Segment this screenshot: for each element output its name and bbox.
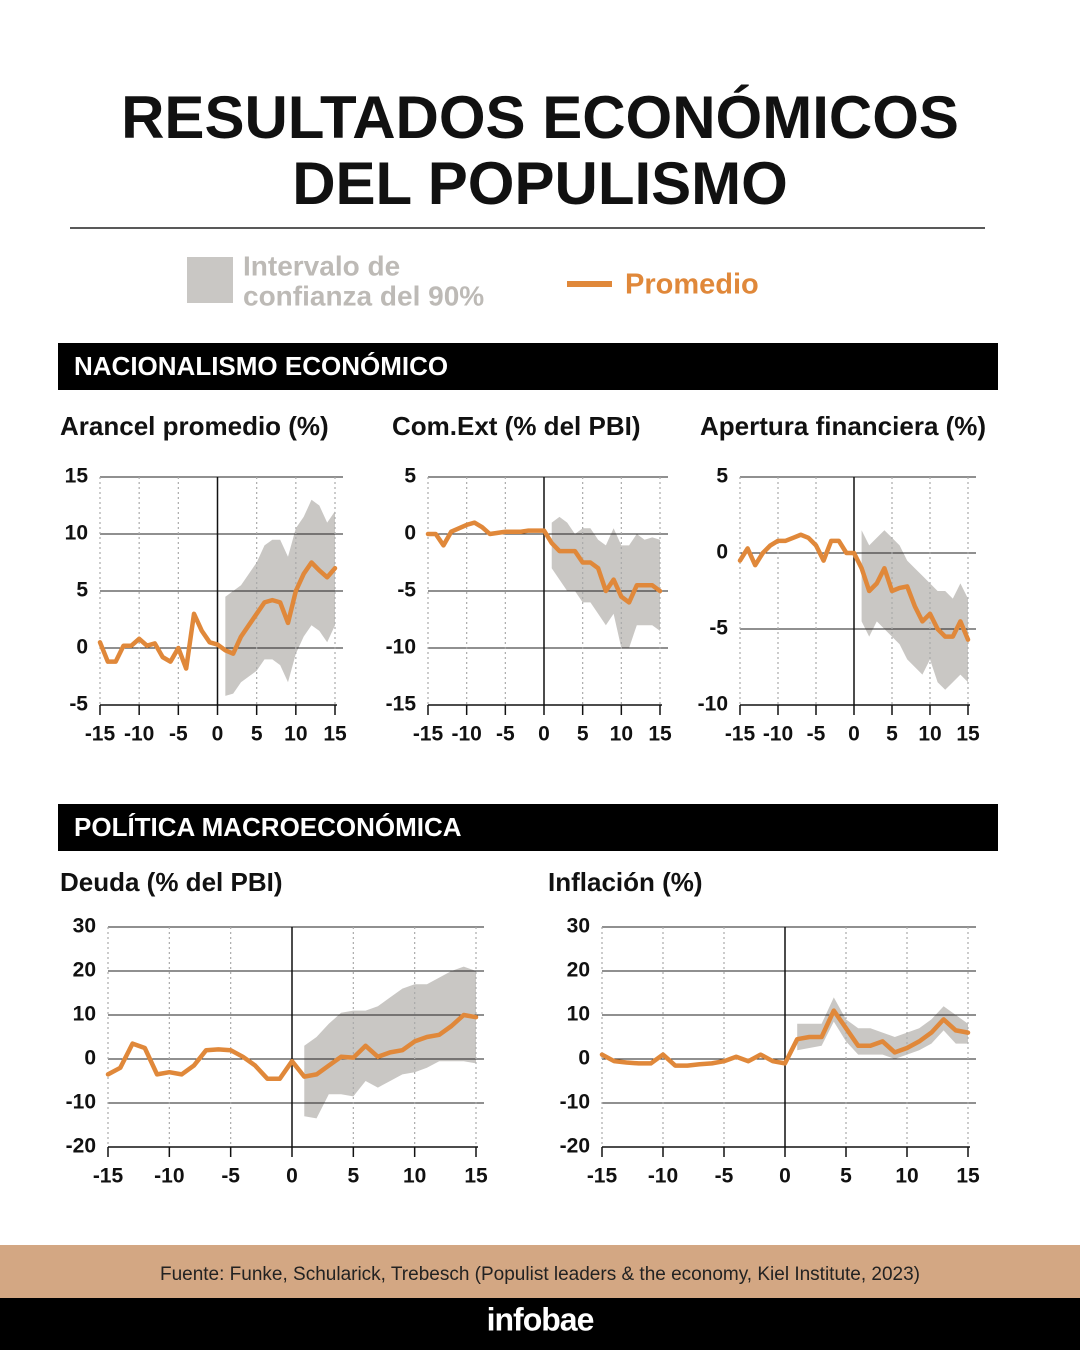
x-tick-label: -10 [648, 1165, 678, 1188]
mean-line [425, 520, 663, 605]
confidence-band [304, 966, 476, 1119]
y-tick-label: 0 [404, 522, 416, 545]
x-tick-label: 10 [918, 723, 941, 746]
y-tick-label: -5 [69, 693, 88, 716]
y-tick-label: 10 [65, 522, 88, 545]
x-tick-label: 5 [577, 723, 589, 746]
y-tick-label: 15 [65, 465, 89, 488]
chart-title: Com.Ext (% del PBI) [392, 411, 640, 441]
x-tick-label: 15 [464, 1165, 488, 1188]
y-tick-label: -10 [386, 636, 416, 659]
title-line: RESULTADOS ECONÓMICOS [121, 84, 959, 151]
y-tick-label: 0 [84, 1047, 96, 1070]
confidence-band [797, 997, 968, 1059]
x-tick-label: -5 [496, 723, 515, 746]
section-bar [58, 343, 998, 390]
footer-bar [0, 1245, 1080, 1298]
mean-line [599, 1008, 971, 1068]
legend-line-label: Promedio [625, 269, 759, 301]
x-tick-label: -5 [715, 1165, 734, 1188]
source: Fuente: Funke, Schularick, Trebesch (Pop… [160, 1264, 920, 1285]
chart-title: Arancel promedio (%) [60, 411, 329, 441]
x-tick-label: -5 [807, 723, 826, 746]
mean-line [737, 532, 971, 642]
x-tick-label: -15 [413, 723, 444, 746]
y-tick-label: 0 [716, 541, 728, 564]
x-tick-label: 15 [648, 723, 672, 746]
x-tick-label: 10 [284, 723, 307, 746]
x-tick-label: -5 [169, 723, 188, 746]
y-tick-label: -20 [560, 1135, 590, 1158]
x-tick-label: 5 [840, 1165, 852, 1188]
y-tick-label: 5 [716, 465, 728, 488]
brand: infobae [487, 1301, 594, 1337]
mean-line [97, 560, 338, 671]
x-tick-label: -15 [93, 1165, 124, 1188]
x-tick-label: 15 [323, 723, 347, 746]
y-tick-label: 20 [73, 959, 96, 982]
confidence-band [225, 499, 335, 696]
y-tick-label: -10 [66, 1091, 96, 1114]
y-tick-label: -5 [709, 617, 728, 640]
y-tick-label: 10 [73, 1003, 96, 1026]
y-tick-label: -10 [698, 693, 728, 716]
x-tick-label: 0 [779, 1165, 791, 1188]
legend-band-label: Intervalo de [243, 250, 400, 281]
section-bar [58, 804, 998, 851]
y-tick-label: -10 [560, 1091, 590, 1114]
y-tick-label: -15 [386, 693, 417, 716]
chart-title: Inflación (%) [548, 867, 703, 897]
x-tick-label: -15 [725, 723, 756, 746]
x-tick-label: 15 [956, 723, 980, 746]
y-tick-label: 20 [567, 959, 590, 982]
legend-band-label: confianza del 90% [243, 280, 484, 311]
x-tick-label: 5 [347, 1165, 359, 1188]
section-title: POLÍTICA MACROECONÓMICA [74, 812, 462, 842]
section-title: NACIONALISMO ECONÓMICO [74, 351, 448, 381]
x-tick-label: -10 [154, 1165, 184, 1188]
x-tick-label: 0 [212, 723, 224, 746]
x-tick-label: 10 [403, 1165, 426, 1188]
y-tick-label: -5 [397, 579, 416, 602]
x-tick-label: 10 [895, 1165, 918, 1188]
y-tick-label: -20 [66, 1135, 96, 1158]
y-tick-label: 5 [76, 579, 88, 602]
chart-title: Deuda (% del PBI) [60, 867, 282, 897]
x-tick-label: -10 [763, 723, 793, 746]
y-tick-label: 0 [76, 636, 88, 659]
y-tick-label: 30 [567, 915, 590, 938]
x-tick-label: 0 [538, 723, 550, 746]
x-tick-label: 0 [286, 1165, 298, 1188]
legend-band-swatch [187, 257, 233, 303]
x-tick-label: 0 [848, 723, 860, 746]
y-tick-label: 30 [73, 915, 96, 938]
x-tick-label: 5 [251, 723, 263, 746]
confidence-band [551, 516, 660, 648]
chart-title: Apertura financiera (%) [700, 411, 986, 441]
x-tick-label: -10 [124, 723, 154, 746]
x-tick-label: 10 [610, 723, 633, 746]
x-tick-label: -15 [85, 723, 116, 746]
brand-bar [0, 1298, 1080, 1350]
y-tick-label: 0 [578, 1047, 590, 1070]
y-tick-label: 5 [404, 465, 416, 488]
x-tick-label: 15 [956, 1165, 980, 1188]
mean-line [105, 1012, 479, 1082]
x-tick-label: -10 [451, 723, 481, 746]
x-tick-label: 5 [886, 723, 898, 746]
x-tick-label: -15 [587, 1165, 618, 1188]
charts: Arancel promedio (%) -5 0 5 10 15 -15 -10 -5 0 5 10… [60, 411, 986, 1188]
y-tick-label: 10 [567, 1003, 590, 1026]
title-line: DEL POPULISMO [292, 150, 788, 217]
x-tick-label: -5 [221, 1165, 240, 1188]
